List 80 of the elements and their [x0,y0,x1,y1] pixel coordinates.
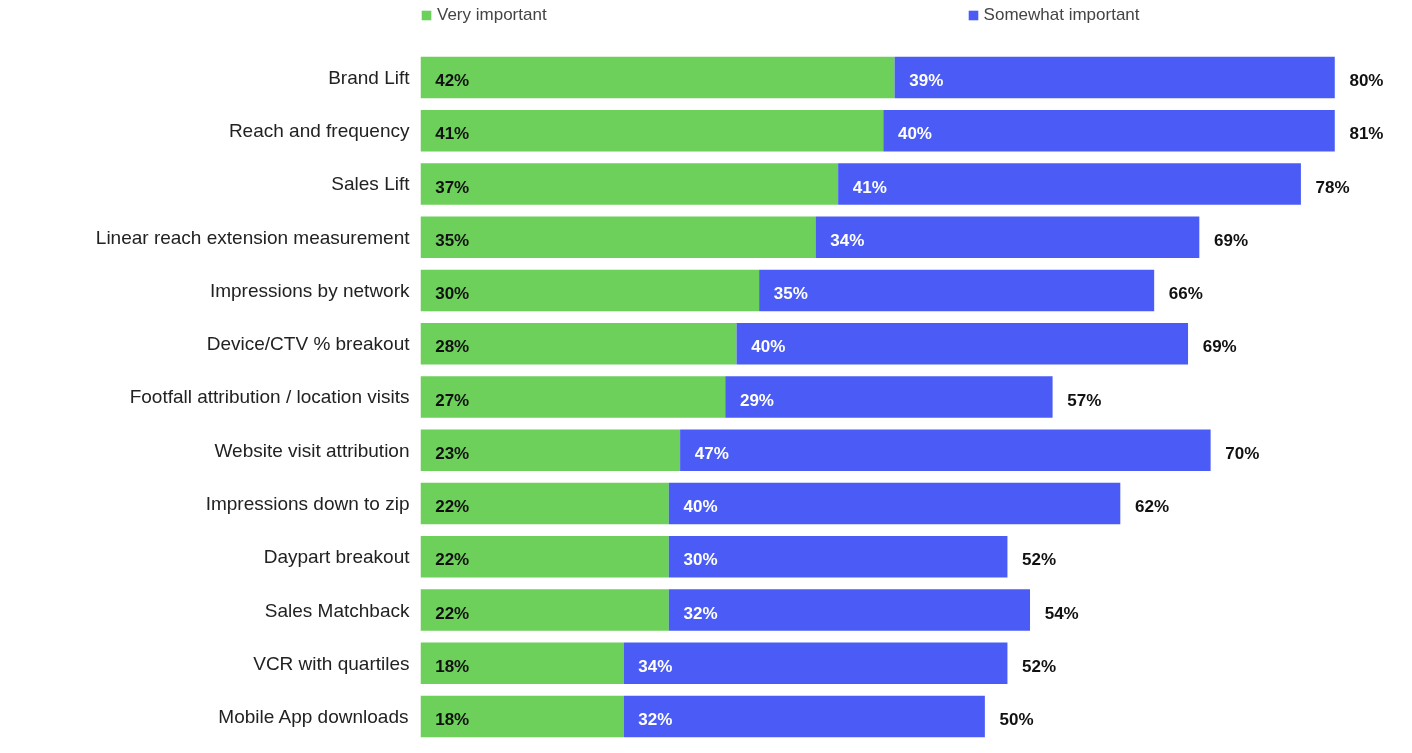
total-label: 70% [1225,443,1260,463]
data-label: 18% [435,656,470,676]
legend-label: Somewhat important [983,5,1140,25]
y-tick-label: VCR with quartiles [253,652,410,674]
y-tick-label: Sales Lift [331,173,411,195]
data-label: 32% [638,710,673,730]
data-label: 22% [435,550,470,570]
total-label: 81% [1349,124,1384,144]
bar [725,376,1053,418]
bar [420,216,816,258]
data-label: 22% [435,603,470,623]
total-label: 52% [1022,656,1057,676]
bar [420,589,669,631]
total-label: 78% [1315,177,1350,197]
total-label: 80% [1349,71,1384,91]
bar [838,163,1301,205]
y-tick-label: Device/CTV % breakout [206,333,411,355]
bar [420,482,669,525]
data-label: 34% [830,230,865,250]
bar [420,535,669,578]
data-label: 47% [694,443,729,463]
bar [420,429,681,472]
y-tick-label: Website visit attribution [214,439,410,461]
bar [668,589,1031,631]
bar [420,269,760,312]
data-label: 22% [435,497,470,517]
total-label: 69% [1214,230,1249,250]
data-label: 40% [897,124,932,144]
data-label: 29% [739,390,774,410]
bar [736,322,1189,365]
data-label: 27% [435,390,470,410]
data-label: 37% [435,177,470,197]
bar [815,216,1200,258]
bar [420,376,726,418]
y-tick-label: Brand Lift [328,66,411,88]
total-label: 52% [1022,550,1057,570]
data-label: 23% [435,443,470,463]
data-label: 42% [435,71,470,91]
bar [668,482,1121,525]
bar [668,535,1008,578]
bar [680,429,1211,472]
bar [883,109,1335,152]
total-label: 62% [1134,497,1170,517]
data-label: 30% [683,550,718,570]
y-tick-label: Impressions down to zip [205,493,410,514]
data-label: 30% [435,284,470,304]
y-tick-label: Impressions by network [209,279,410,301]
bar [420,322,737,365]
bar [420,695,624,738]
bar [420,109,884,152]
y-tick-label: Reach and frequency [228,120,410,142]
data-label: 35% [435,230,470,250]
y-tick-label: Daypart breakout [263,546,411,568]
bar [894,56,1335,99]
y-tick-label: Footfall attribution / location visits [129,386,410,408]
total-label: 54% [1044,603,1079,623]
bar [623,642,1008,685]
y-tick-label: Linear reach extension measurement [95,226,411,248]
data-label: 40% [683,497,718,517]
bar [759,269,1155,312]
data-label: 32% [683,603,718,623]
total-label: 50% [999,710,1034,730]
data-label: 41% [435,124,470,144]
total-label: 69% [1202,337,1237,357]
total-label: 66% [1168,284,1203,304]
data-label: 40% [751,337,786,357]
data-label: 18% [435,710,470,730]
bar [420,56,895,99]
total-label: 57% [1067,390,1102,410]
data-label: 41% [852,177,887,197]
data-label: 28% [435,337,470,357]
bar [623,695,985,738]
legend-label: Very important [437,5,547,25]
bar [420,163,839,205]
y-tick-label: Sales Matchback [264,599,410,621]
data-label: 35% [773,284,808,304]
data-label: 39% [909,71,944,91]
bar [420,642,624,685]
data-label: 34% [638,656,673,676]
y-tick-label: Mobile App downloads [218,706,409,728]
